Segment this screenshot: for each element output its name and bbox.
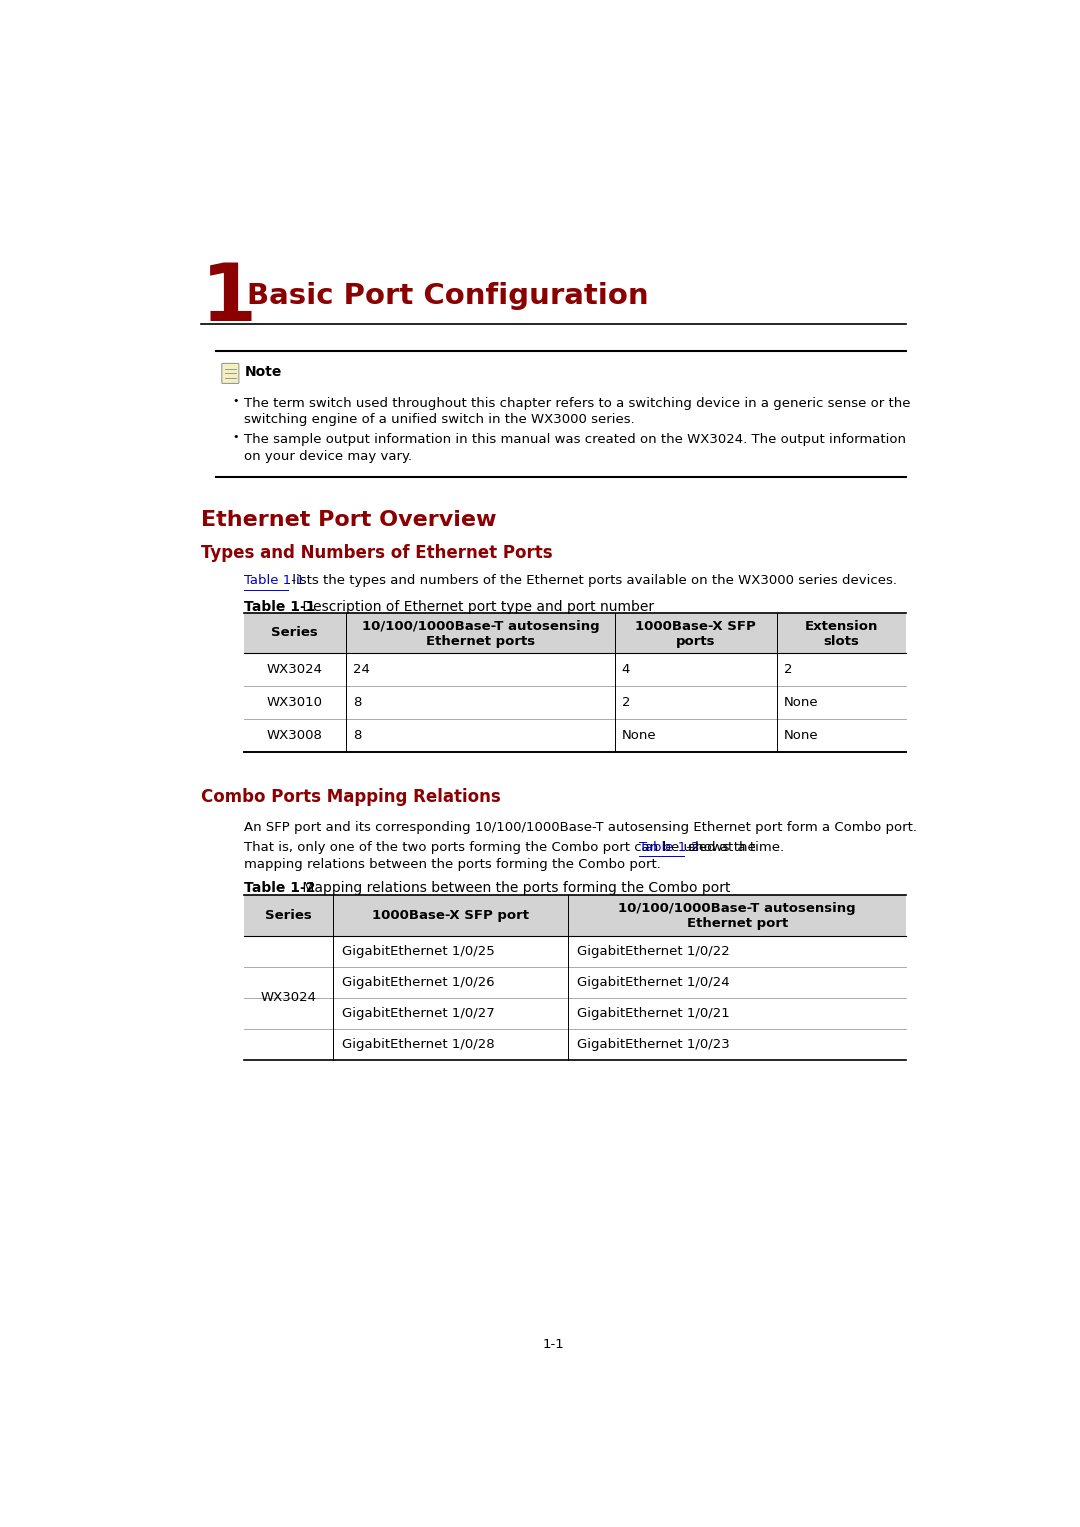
FancyBboxPatch shape: [221, 363, 239, 383]
FancyBboxPatch shape: [243, 999, 906, 1029]
Text: Series: Series: [271, 626, 319, 640]
Text: on your device may vary.: on your device may vary.: [243, 449, 411, 463]
Text: Basic Port Configuration: Basic Port Configuration: [247, 282, 649, 310]
Text: GigabitEthernet 1/0/23: GigabitEthernet 1/0/23: [578, 1038, 730, 1051]
FancyBboxPatch shape: [243, 612, 906, 654]
Text: GigabitEthernet 1/0/22: GigabitEthernet 1/0/22: [578, 945, 730, 959]
Text: GigabitEthernet 1/0/25: GigabitEthernet 1/0/25: [342, 945, 495, 959]
Text: WX3010: WX3010: [267, 696, 323, 709]
Text: Table 1-1: Table 1-1: [243, 600, 315, 614]
Text: An SFP port and its corresponding 10/100/1000Base-T autosensing Ethernet port fo: An SFP port and its corresponding 10/100…: [243, 822, 917, 834]
Text: None: None: [784, 730, 819, 742]
Text: 24: 24: [353, 663, 370, 676]
Text: GigabitEthernet 1/0/28: GigabitEthernet 1/0/28: [342, 1038, 495, 1051]
Text: Description of Ethernet port type and port number: Description of Ethernet port type and po…: [298, 600, 653, 614]
Text: Types and Numbers of Ethernet Ports: Types and Numbers of Ethernet Ports: [201, 544, 553, 562]
Text: 10/100/1000Base-T autosensing: 10/100/1000Base-T autosensing: [362, 620, 599, 632]
Text: 1-1: 1-1: [542, 1338, 565, 1351]
Text: GigabitEthernet 1/0/27: GigabitEthernet 1/0/27: [342, 1006, 495, 1020]
Text: The sample output information in this manual was created on the WX3024. The outp: The sample output information in this ma…: [243, 434, 905, 446]
Text: 8: 8: [353, 730, 362, 742]
Text: 4: 4: [622, 663, 630, 676]
Text: The term switch used throughout this chapter refers to a switching device in a g: The term switch used throughout this cha…: [243, 397, 910, 411]
Text: 8: 8: [353, 696, 362, 709]
Text: GigabitEthernet 1/0/24: GigabitEthernet 1/0/24: [578, 976, 730, 989]
Text: ports: ports: [676, 635, 715, 649]
Text: GigabitEthernet 1/0/21: GigabitEthernet 1/0/21: [578, 1006, 730, 1020]
Text: 1000Base-X SFP port: 1000Base-X SFP port: [373, 909, 529, 922]
Text: •: •: [232, 395, 239, 406]
FancyBboxPatch shape: [243, 967, 906, 999]
Text: Ethernet ports: Ethernet ports: [426, 635, 535, 649]
Text: Ethernet Port Overview: Ethernet Port Overview: [201, 510, 497, 530]
Text: Note: Note: [244, 365, 282, 379]
FancyBboxPatch shape: [243, 654, 906, 686]
Text: WX3024: WX3024: [260, 991, 316, 1005]
Text: WX3008: WX3008: [267, 730, 323, 742]
Text: None: None: [784, 696, 819, 709]
Text: None: None: [622, 730, 657, 742]
Text: Table 1-2: Table 1-2: [243, 881, 315, 895]
FancyBboxPatch shape: [243, 1029, 906, 1060]
Text: 1000Base-X SFP: 1000Base-X SFP: [635, 620, 756, 632]
Text: mapping relations between the ports forming the Combo port.: mapping relations between the ports form…: [243, 858, 660, 870]
Text: Series: Series: [265, 909, 312, 922]
Text: Extension: Extension: [805, 620, 878, 632]
FancyBboxPatch shape: [243, 686, 906, 719]
Text: 2: 2: [784, 663, 793, 676]
FancyBboxPatch shape: [243, 895, 906, 936]
Text: Ethernet port: Ethernet port: [687, 918, 787, 930]
Text: Table 1-2: Table 1-2: [638, 841, 699, 854]
Text: •: •: [232, 432, 239, 441]
Text: lists the types and numbers of the Ethernet ports available on the WX3000 series: lists the types and numbers of the Ether…: [288, 574, 897, 588]
Text: Combo Ports Mapping Relations: Combo Ports Mapping Relations: [201, 788, 501, 806]
Text: GigabitEthernet 1/0/26: GigabitEthernet 1/0/26: [342, 976, 495, 989]
Text: Mapping relations between the ports forming the Combo port: Mapping relations between the ports form…: [298, 881, 730, 895]
Text: Table 1-1: Table 1-1: [243, 574, 303, 588]
Text: 1: 1: [201, 260, 257, 339]
Text: 2: 2: [622, 696, 630, 709]
FancyBboxPatch shape: [243, 719, 906, 753]
Text: That is, only one of the two ports forming the Combo port can be used at a time.: That is, only one of the two ports formi…: [243, 841, 788, 854]
Text: slots: slots: [824, 635, 860, 649]
Text: switching engine of a unified switch in the WX3000 series.: switching engine of a unified switch in …: [243, 414, 634, 426]
Text: WX3024: WX3024: [267, 663, 323, 676]
Text: 10/100/1000Base-T autosensing: 10/100/1000Base-T autosensing: [619, 901, 856, 915]
FancyBboxPatch shape: [243, 936, 906, 967]
Text: shows the: shows the: [684, 841, 755, 854]
